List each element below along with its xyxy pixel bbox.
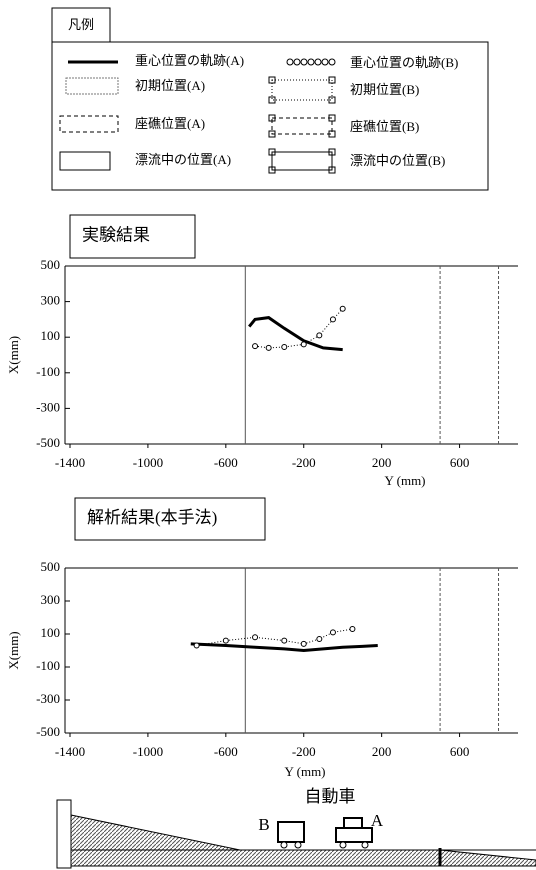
trajectory-point [252,343,259,350]
diagram-title: 自動車 [305,787,356,806]
y-tick-label: 300 [41,293,61,308]
legend-symbol [59,151,111,171]
trajectory-point [316,635,323,642]
title-box [69,214,196,259]
trajectory-point [349,626,356,633]
trajectory-point [339,305,346,312]
y-tick-label: -500 [36,724,60,739]
y-tick-label: 300 [41,592,61,607]
x-tick-label: -200 [292,744,316,759]
legend-title: 凡例 [68,17,94,32]
y-tick-label: 100 [41,328,61,343]
y-tick-label: 500 [41,257,61,272]
legend-label: 座礁位置(B) [350,119,419,134]
y-tick-label: 500 [41,559,61,574]
trajectory-point [329,316,336,323]
trajectory [196,628,353,647]
trajectory-point [300,341,307,348]
diagram-label: B [258,815,269,834]
legend-symbol [268,58,336,174]
diagram-drawing [56,799,536,869]
x-tick-label: 200 [372,744,392,759]
x-axis-label: Y (mm) [284,764,325,779]
x-tick-label: 600 [450,744,470,759]
y-tick-label: -300 [36,399,60,414]
chart-title: 解析結果(本手法) [87,508,217,527]
x-tick-label: -1000 [133,744,163,759]
y-axis-label: X(mm) [6,631,21,669]
x-axis-label: Y (mm) [384,473,425,488]
x-tick-label: -1400 [55,455,85,470]
trajectory [254,308,344,349]
y-tick-label: -100 [36,364,60,379]
title-box [74,497,266,541]
trajectory-point [252,634,259,641]
trajectory-point [281,637,288,644]
trajectory-point [316,332,323,339]
trajectory-point [300,640,307,647]
legend-symbol [65,77,119,95]
x-tick-label: -1000 [133,455,163,470]
legend-label: 漂流中の位置(B) [350,153,445,168]
x-tick-label: -200 [292,455,316,470]
y-axis-label: X(mm) [6,336,21,374]
y-tick-label: -300 [36,691,60,706]
legend-label: 初期位置(B) [350,82,419,97]
x-tick-label: -600 [214,455,238,470]
trajectory-point [281,343,288,350]
legend-label: 漂流中の位置(A) [135,152,231,167]
y-tick-label: 100 [41,625,61,640]
x-tick-label: 200 [372,455,392,470]
trajectory-point [265,344,272,351]
legend-label: 重心位置の軌跡(B) [350,55,458,70]
y-tick-label: -500 [36,435,60,450]
trajectory-point [329,629,336,636]
trajectory-point [193,642,200,649]
legend-label: 重心位置の軌跡(A) [135,53,244,68]
x-tick-label: -1400 [55,744,85,759]
diagram-label: A [371,811,384,830]
legend-box [51,41,489,191]
trajectory-point [222,637,229,644]
trajectory [248,316,343,352]
y-tick-label: -100 [36,658,60,673]
chart-title: 実験結果 [82,225,150,244]
legend-label: 初期位置(A) [135,78,205,93]
trajectory [190,642,378,653]
legend-label: 座礁位置(A) [135,116,205,131]
x-tick-label: 600 [450,455,470,470]
x-tick-label: -600 [214,744,238,759]
legend-symbol [59,115,119,133]
